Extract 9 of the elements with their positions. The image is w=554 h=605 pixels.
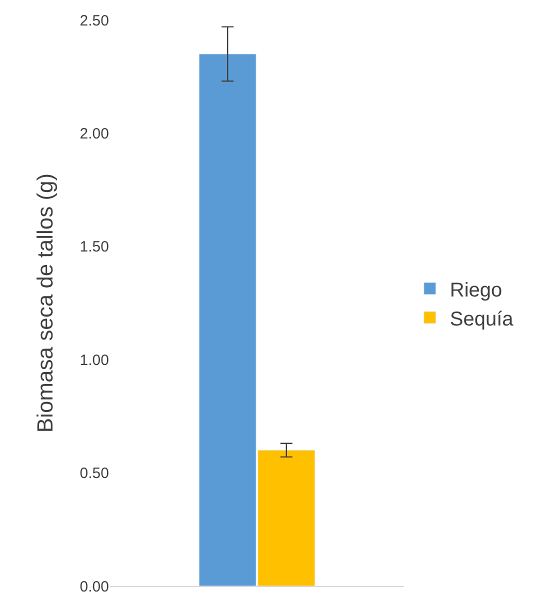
y-tick-label: 0.00 [80, 578, 109, 596]
legend-label: Riego [450, 279, 502, 302]
y-tick-label: 2.50 [80, 12, 109, 30]
y-axis-title: Biomasa seca de tallos (g) [32, 173, 58, 433]
y-tick-label: 1.00 [80, 352, 109, 369]
y-tick-label: 1.50 [80, 238, 109, 256]
y-tick-label: 0.50 [80, 465, 109, 482]
y-tick-label: 2.00 [80, 125, 109, 142]
legend-label: Sequía [450, 308, 514, 330]
